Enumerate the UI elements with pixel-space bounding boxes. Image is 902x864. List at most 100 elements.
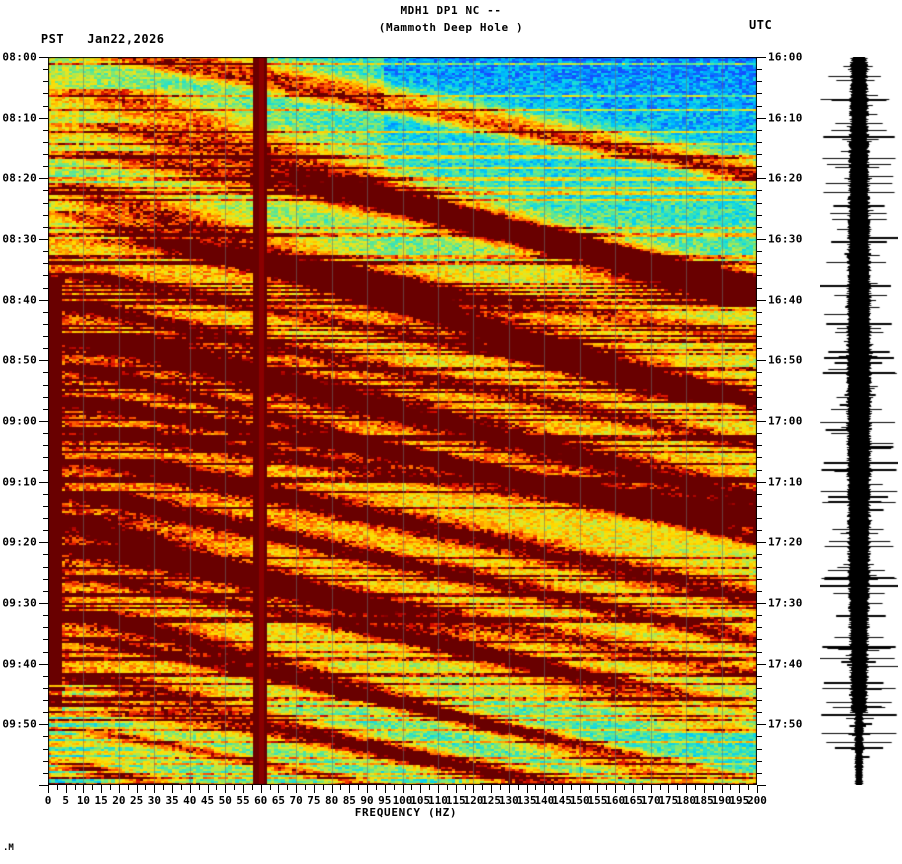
freq-tick — [615, 785, 617, 793]
time-tick-minor — [43, 554, 48, 556]
freq-tick — [624, 785, 626, 790]
utc-time-label: 17:50 — [768, 717, 803, 731]
freq-tick — [110, 785, 112, 790]
freq-tick — [757, 785, 758, 793]
freq-tick-label: 125 — [481, 794, 502, 807]
freq-tick — [234, 785, 236, 790]
utc-time-label: 16:20 — [768, 171, 803, 185]
header-left-timezone-date: PST Jan22,2026 — [10, 18, 165, 60]
time-tick-minor — [43, 384, 48, 386]
freq-tick — [349, 785, 351, 793]
freq-tick-label: 120 — [463, 794, 484, 807]
freq-tick — [207, 785, 209, 793]
freq-tick-label: 110 — [428, 794, 448, 807]
time-tick-minor — [757, 530, 762, 532]
freq-tick — [180, 785, 182, 790]
time-tick-minor — [757, 372, 762, 374]
freq-tick — [402, 785, 404, 793]
time-tick-minor — [757, 675, 762, 677]
freq-tick-label: 130 — [498, 794, 519, 807]
freq-tick — [606, 785, 608, 790]
pst-time-label: 08:00 — [2, 50, 37, 64]
header-spacer — [64, 32, 87, 46]
freq-tick — [499, 785, 501, 790]
time-tick-minor — [43, 748, 48, 750]
freq-tick-label: 200 — [747, 794, 767, 807]
time-tick-major — [757, 57, 766, 58]
time-tick-minor — [43, 287, 48, 289]
freq-tick — [748, 785, 750, 790]
utc-time-label: 17:10 — [768, 475, 803, 489]
freq-tick-label: 80 — [324, 794, 339, 807]
time-tick-minor — [43, 190, 48, 192]
time-tick-minor — [43, 129, 48, 131]
time-tick-minor — [43, 226, 48, 228]
time-tick-major — [757, 117, 766, 119]
time-tick-minor — [757, 772, 762, 774]
time-tick-minor — [43, 396, 48, 398]
freq-tick-label: 30 — [147, 794, 161, 807]
freq-tick — [686, 785, 688, 793]
time-tick-minor — [757, 408, 762, 410]
pst-time-label: 09:10 — [2, 475, 37, 489]
time-tick-minor — [757, 214, 762, 216]
time-tick-major — [39, 239, 48, 240]
utc-time-label: 17:00 — [768, 414, 803, 428]
freq-tick — [730, 785, 732, 790]
freq-tick — [269, 785, 271, 790]
time-tick-minor — [757, 190, 762, 192]
time-tick-minor — [757, 323, 762, 325]
freq-tick — [74, 785, 76, 790]
freq-tick-label: 160 — [605, 794, 626, 807]
freq-tick-label: 115 — [445, 794, 466, 807]
time-tick-major — [757, 299, 766, 301]
freq-tick — [118, 785, 120, 793]
time-tick-minor — [757, 336, 762, 338]
time-tick-major — [39, 178, 48, 180]
time-tick-major — [757, 663, 766, 665]
time-tick-major — [39, 603, 48, 604]
time-tick-minor — [43, 166, 48, 168]
freq-tick — [703, 785, 705, 793]
spectrogram-canvas[interactable] — [48, 57, 757, 785]
pst-time-label: 09:00 — [2, 414, 37, 428]
time-tick-major — [757, 421, 766, 422]
freq-tick-label: 15 — [94, 794, 108, 807]
time-tick-minor — [757, 578, 762, 580]
freq-tick — [588, 785, 590, 790]
time-tick-major — [39, 117, 48, 119]
freq-tick-label: 10 — [76, 794, 91, 807]
spectrogram-plot-area[interactable] — [48, 57, 757, 785]
freq-tick — [251, 785, 253, 790]
freq-tick — [313, 785, 315, 793]
freq-tick-label: 140 — [534, 794, 555, 807]
freq-tick-label: 95 — [378, 794, 392, 807]
freq-tick — [287, 785, 289, 790]
time-tick-minor — [43, 457, 48, 459]
corner-artifact-mark: .M — [3, 843, 14, 853]
time-tick-minor — [757, 396, 762, 398]
pst-time-label: 09:50 — [2, 717, 37, 731]
time-tick-minor — [757, 590, 762, 592]
freq-tick — [322, 785, 324, 790]
freq-tick — [473, 785, 475, 793]
freq-tick-label: 55 — [236, 794, 250, 807]
freq-tick — [384, 785, 386, 793]
freq-tick — [694, 785, 696, 790]
time-tick-minor — [43, 433, 48, 435]
freq-tick-label: 0 — [44, 794, 52, 807]
pst-time-label: 08:50 — [2, 353, 37, 367]
time-tick-minor — [757, 93, 762, 95]
time-tick-minor — [43, 712, 48, 714]
time-tick-minor — [43, 469, 48, 471]
freq-tick — [464, 785, 466, 790]
freq-tick-label: 100 — [392, 794, 413, 807]
freq-tick — [198, 785, 200, 790]
amplitude-trace-panel — [820, 57, 898, 785]
time-tick-minor — [757, 457, 762, 459]
timezone-label-pst: PST — [40, 32, 65, 46]
time-tick-minor — [757, 748, 762, 750]
freq-tick — [526, 785, 528, 793]
freq-tick — [677, 785, 679, 790]
frequency-axis-title-wrap: FREQUENCY (HZ) — [0, 806, 902, 819]
